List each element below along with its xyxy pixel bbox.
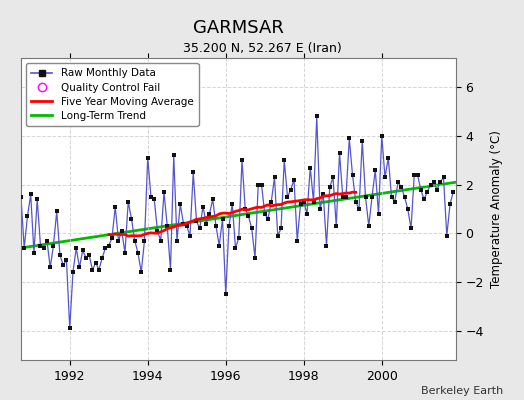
Text: Berkeley Earth: Berkeley Earth [421, 386, 503, 396]
Legend: Raw Monthly Data, Quality Control Fail, Five Year Moving Average, Long-Term Tren: Raw Monthly Data, Quality Control Fail, … [26, 63, 199, 126]
Text: 35.200 N, 52.267 E (Iran): 35.200 N, 52.267 E (Iran) [183, 42, 341, 55]
Y-axis label: Temperature Anomaly (°C): Temperature Anomaly (°C) [489, 130, 503, 288]
Title: GARMSAR: GARMSAR [193, 19, 284, 37]
